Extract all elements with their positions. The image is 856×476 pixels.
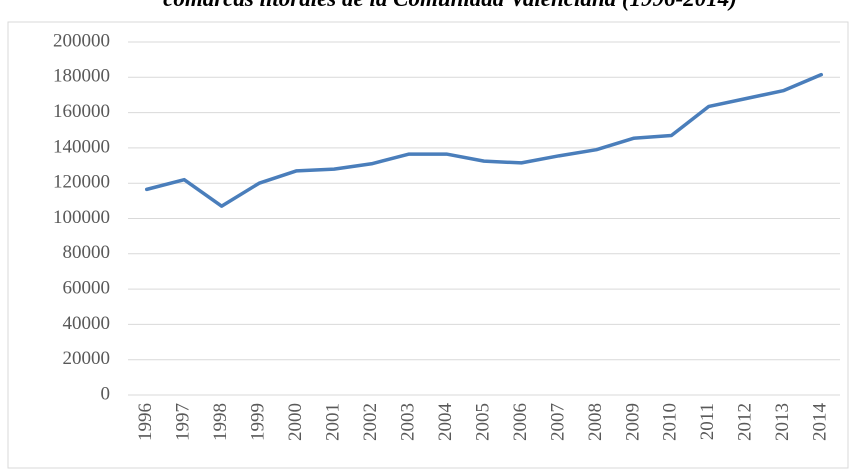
y-tick-label: 20000 bbox=[63, 348, 111, 369]
x-tick-label: 2008 bbox=[585, 403, 606, 441]
y-tick-label: 140000 bbox=[53, 136, 110, 157]
x-tick-label: 2011 bbox=[697, 403, 718, 440]
x-tick-label: 2001 bbox=[322, 403, 343, 441]
data-line bbox=[144, 72, 824, 208]
y-tick-label: 60000 bbox=[63, 277, 111, 298]
y-tick-label: 180000 bbox=[53, 66, 110, 87]
x-tick-label: 1998 bbox=[210, 403, 231, 441]
x-tick-label: 2010 bbox=[660, 403, 681, 441]
x-tick-label: 1997 bbox=[173, 403, 194, 441]
y-tick-label: 0 bbox=[101, 383, 111, 404]
x-tick-label: 2000 bbox=[285, 403, 306, 441]
x-tick-label: 2012 bbox=[735, 403, 756, 441]
y-tick-label: 40000 bbox=[63, 313, 111, 334]
x-tick-label: 2006 bbox=[510, 403, 531, 441]
y-tick-label: 80000 bbox=[63, 242, 111, 263]
x-tick-label: 2005 bbox=[472, 403, 493, 441]
x-tick-label: 2013 bbox=[772, 403, 793, 441]
x-tick-label: 2009 bbox=[622, 403, 643, 441]
chart-border bbox=[7, 21, 849, 469]
x-tick-label: 1996 bbox=[135, 403, 156, 441]
x-tick-label: 2004 bbox=[435, 403, 456, 442]
y-tick-label: 200000 bbox=[53, 30, 110, 51]
y-tick-label: 120000 bbox=[53, 172, 110, 193]
x-tick-label: 1999 bbox=[248, 403, 269, 441]
x-tick-label: 2007 bbox=[547, 403, 568, 441]
x-tick-label: 2003 bbox=[397, 403, 418, 441]
chart-title: comarcas litorales de la Comunidad Valen… bbox=[163, 0, 737, 11]
y-tick-label: 100000 bbox=[53, 207, 110, 228]
x-tick-label: 2014 bbox=[810, 403, 831, 442]
y-tick-label: 160000 bbox=[53, 101, 110, 122]
x-tick-label: 2002 bbox=[360, 403, 381, 441]
